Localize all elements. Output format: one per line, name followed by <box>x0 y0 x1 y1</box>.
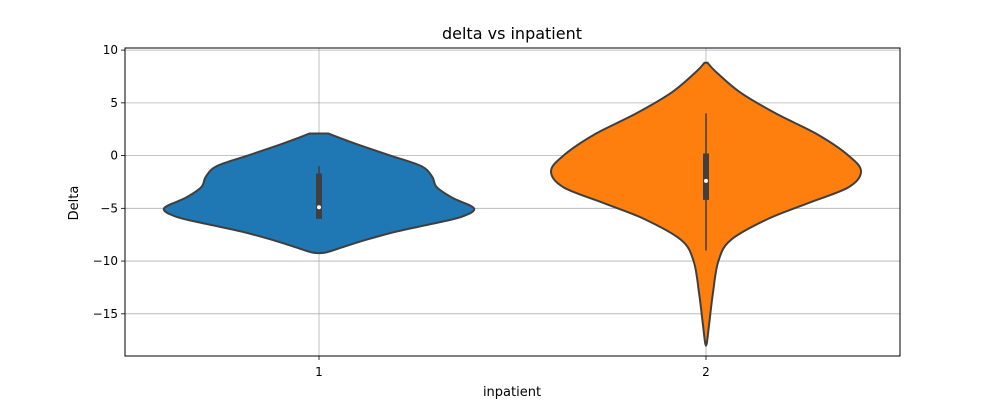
y-tick-label: −10 <box>93 254 118 268</box>
violins <box>162 61 863 347</box>
violin-iqr-2 <box>703 153 709 200</box>
chart-title: delta vs inpatient <box>442 24 582 43</box>
y-tick-label: 5 <box>110 96 118 110</box>
x-tick-label: 1 <box>315 365 323 379</box>
y-axis-label: Delta <box>67 186 82 221</box>
y-tick-label: −15 <box>93 307 118 321</box>
y-tick-label: 10 <box>103 43 118 57</box>
violin-median-2 <box>704 178 708 183</box>
y-tick-label: −5 <box>100 201 118 215</box>
axes: 10 5 0 −5 −10 −15 1 2 <box>93 43 901 379</box>
plot-frame <box>124 47 901 357</box>
violin-iqr-1 <box>316 173 322 219</box>
x-axis-label: inpatient <box>483 385 541 400</box>
y-tick-label: 0 <box>110 149 118 163</box>
violin-median-1 <box>317 205 321 210</box>
x-tick-label: 2 <box>702 365 710 379</box>
